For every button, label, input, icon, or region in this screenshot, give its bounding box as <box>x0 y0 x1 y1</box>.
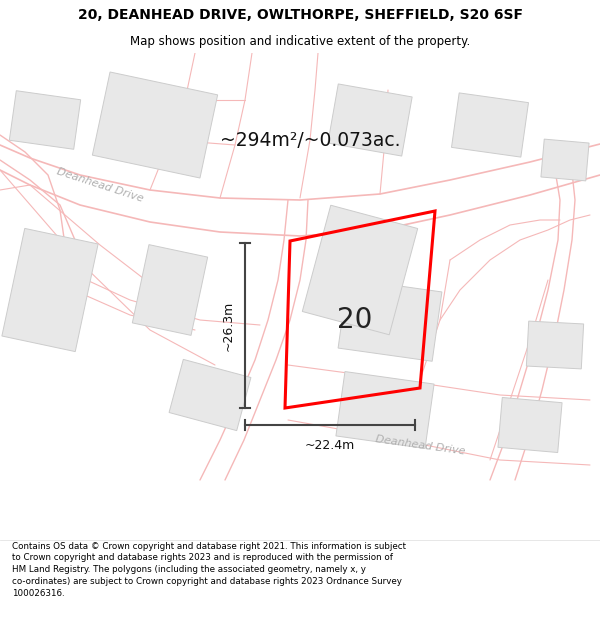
Bar <box>302 205 418 335</box>
Bar <box>169 359 251 431</box>
Bar <box>452 93 529 157</box>
Text: Map shows position and indicative extent of the property.: Map shows position and indicative extent… <box>130 35 470 48</box>
Text: ~26.3m: ~26.3m <box>222 301 235 351</box>
Bar <box>541 139 589 181</box>
Bar <box>336 371 434 449</box>
Bar <box>338 279 442 361</box>
Text: 20, DEANHEAD DRIVE, OWLTHORPE, SHEFFIELD, S20 6SF: 20, DEANHEAD DRIVE, OWLTHORPE, SHEFFIELD… <box>77 8 523 22</box>
Bar <box>498 398 562 452</box>
Bar <box>10 91 80 149</box>
Bar <box>2 228 98 352</box>
Text: 20: 20 <box>337 306 373 334</box>
Text: ~22.4m: ~22.4m <box>305 439 355 452</box>
Bar <box>328 84 412 156</box>
Text: Deanhead Drive: Deanhead Drive <box>374 434 466 456</box>
Text: Contains OS data © Crown copyright and database right 2021. This information is : Contains OS data © Crown copyright and d… <box>12 542 406 598</box>
Bar <box>526 321 584 369</box>
Text: Deanhead Drive: Deanhead Drive <box>55 166 145 204</box>
Text: ~294m²/~0.073ac.: ~294m²/~0.073ac. <box>220 131 400 149</box>
Bar <box>92 72 218 178</box>
Bar <box>133 244 208 336</box>
